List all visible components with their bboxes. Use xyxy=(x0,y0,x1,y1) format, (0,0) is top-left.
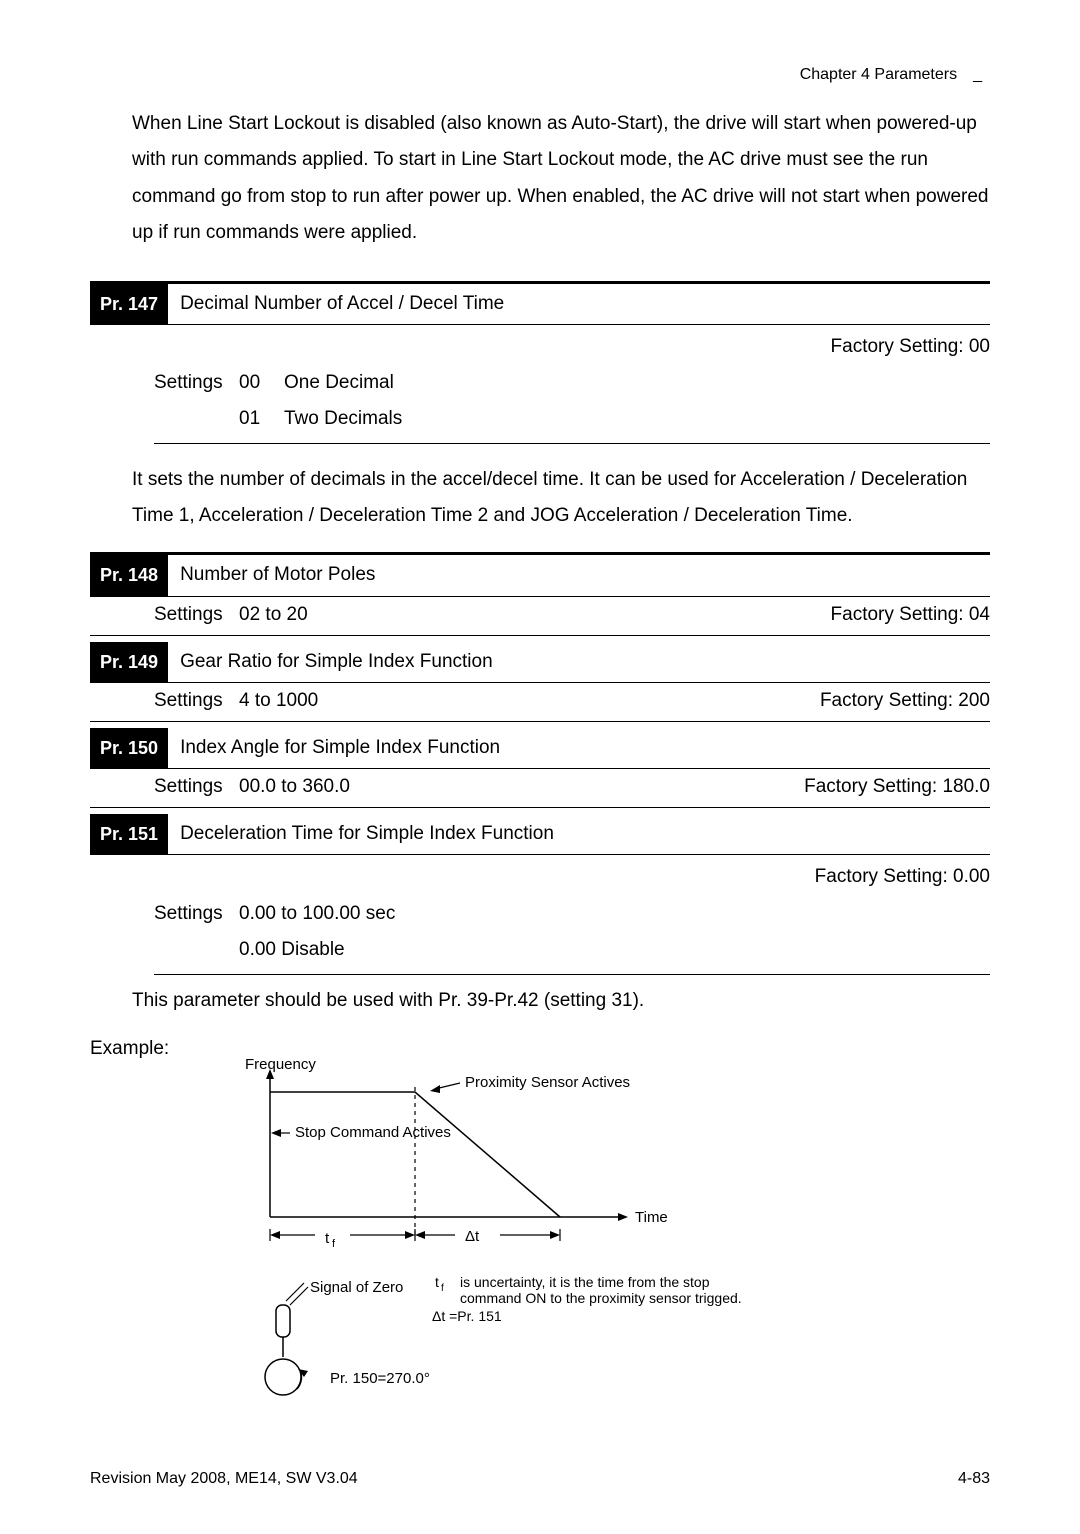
page-footer: Revision May 2008, ME14, SW V3.04 4-83 xyxy=(90,1464,990,1494)
setting-code-00: 00 xyxy=(239,365,284,401)
param-title-150: Index Angle for Simple Index Function xyxy=(168,730,500,766)
setting-code-01: 01 xyxy=(239,401,284,437)
param-title-149: Gear Ratio for Simple Index Function xyxy=(168,644,493,680)
factory-setting-149: Factory Setting: 200 xyxy=(820,683,990,719)
param-desc-147: It sets the number of decimals in the ac… xyxy=(132,462,990,534)
factory-setting-147: Factory Setting: 00 xyxy=(90,329,990,365)
param-tag-151: Pr. 151 xyxy=(90,814,168,854)
proximity-sensor-label: Proximity Sensor Actives xyxy=(465,1074,630,1091)
disable-label-151: 0.00 Disable xyxy=(239,932,345,968)
param-title-148: Number of Motor Poles xyxy=(168,557,375,593)
settings-range-149: 4 to 1000 xyxy=(239,683,318,719)
signal-zero-label: Signal of Zero xyxy=(310,1279,403,1296)
settings-label: Settings xyxy=(154,365,239,401)
settings-range-151: 0.00 to 100.00 sec xyxy=(239,896,395,932)
param-block-149: Pr. 149 Gear Ratio for Simple Index Func… xyxy=(90,642,990,722)
param-tag-150: Pr. 150 xyxy=(90,728,168,768)
delta-t-label: Δt xyxy=(465,1228,480,1245)
pad xyxy=(154,401,239,437)
settings-label: Settings xyxy=(154,896,239,932)
param-tag-148: Pr. 148 xyxy=(90,555,168,595)
param-tag-147: Pr. 147 xyxy=(90,284,168,324)
param-title-147: Decimal Number of Accel / Decel Time xyxy=(168,286,504,322)
param-tag-149: Pr. 149 xyxy=(90,642,168,682)
axis-label-time: Time xyxy=(635,1209,668,1226)
pr150-note: Pr. 150=270.0° xyxy=(330,1370,430,1387)
settings-label: Settings xyxy=(154,769,239,805)
setting-label-01: Two Decimals xyxy=(284,401,402,437)
intro-paragraph: When Line Start Lockout is disabled (als… xyxy=(132,106,990,250)
settings-label: Settings xyxy=(154,683,239,719)
footer-left: Revision May 2008, ME14, SW V3.04 xyxy=(90,1464,358,1494)
param-desc-151: This parameter should be used with Pr. 3… xyxy=(132,983,990,1019)
param-block-148: Pr. 148 Number of Motor Poles Settings 0… xyxy=(90,552,990,635)
setting-label-00: One Decimal xyxy=(284,365,394,401)
svg-text:f: f xyxy=(332,1238,336,1250)
frequency-time-chart: Frequency Time Proximity Sensor Actives … xyxy=(240,1057,840,1457)
dt-note: Δt =Pr. 151 xyxy=(432,1308,502,1324)
stop-command-label: Stop Command Actives xyxy=(295,1124,451,1141)
param-block-150: Pr. 150 Index Angle for Simple Index Fun… xyxy=(90,728,990,808)
tf-note-1: is uncertainty, it is the time from the … xyxy=(460,1274,710,1290)
factory-setting-150: Factory Setting: 180.0 xyxy=(804,769,990,805)
svg-text:t: t xyxy=(435,1274,439,1290)
tf-note-2: command ON to the proximity sensor trigg… xyxy=(460,1290,742,1306)
footer-right: 4-83 xyxy=(958,1464,990,1494)
svg-text:f: f xyxy=(441,1283,444,1294)
factory-setting-148: Factory Setting: 04 xyxy=(831,597,990,633)
param-block-151: Pr. 151 Deceleration Time for Simple Ind… xyxy=(90,814,990,974)
param-title-151: Deceleration Time for Simple Index Funct… xyxy=(168,816,554,852)
factory-setting-151: Factory Setting: 0.00 xyxy=(90,859,990,895)
pad xyxy=(154,932,239,968)
example-diagram: Frequency Time Proximity Sensor Actives … xyxy=(240,1057,990,1470)
param-block-147: Pr. 147 Decimal Number of Accel / Decel … xyxy=(90,281,990,444)
settings-range-150: 00.0 to 360.0 xyxy=(239,769,350,805)
axis-label-frequency: Frequency xyxy=(245,1057,316,1073)
settings-range-148: 02 to 20 xyxy=(239,597,308,633)
settings-label: Settings xyxy=(154,597,239,633)
svg-text:t: t xyxy=(325,1230,330,1247)
chapter-header: Chapter 4 Parameters _ xyxy=(90,60,990,90)
